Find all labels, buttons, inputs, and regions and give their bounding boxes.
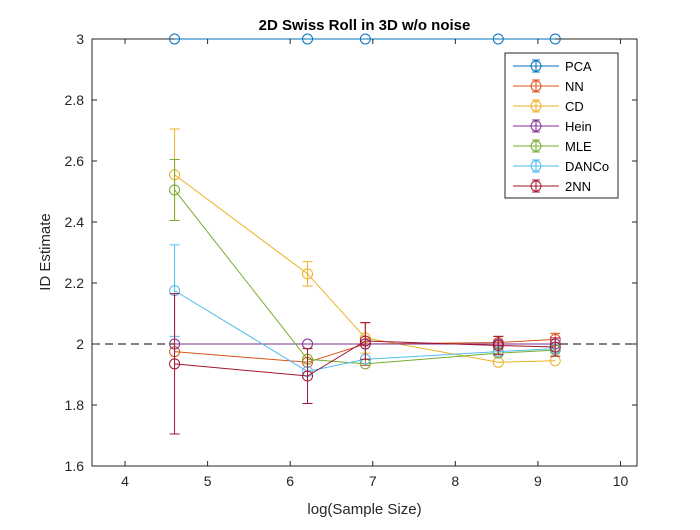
data-point-cd (302, 268, 314, 280)
y-tick-label: 2.6 (65, 153, 85, 169)
legend-marker-danco (530, 160, 542, 172)
legend-label-2nn: 2NN (565, 179, 591, 194)
data-point-pca (549, 33, 561, 45)
x-tick-label: 9 (534, 473, 542, 489)
legend-label-nn: NN (565, 79, 584, 94)
legend-marker-2nn (530, 180, 542, 192)
legend-label-cd: CD (565, 99, 584, 114)
series-2nn (169, 293, 561, 435)
legend-label-hein: Hein (565, 119, 592, 134)
legend-marker-cd (530, 100, 542, 112)
data-point-pca (169, 33, 181, 45)
x-tick-label: 6 (286, 473, 294, 489)
y-tick-label: 2.8 (65, 92, 85, 108)
data-point-2nn (549, 341, 561, 353)
y-axis-label: ID Estimate (37, 213, 54, 291)
chart-title: 2D Swiss Roll in 3D w/o noise (259, 17, 471, 34)
series-pca (169, 33, 561, 45)
data-point-pca (302, 33, 314, 45)
legend-marker-pca (530, 60, 542, 72)
y-tick-label: 2.4 (65, 214, 85, 230)
legend-marker-mle (530, 140, 542, 152)
data-point-pca (359, 33, 371, 45)
series-layer (169, 33, 561, 435)
legend-label-pca: PCA (565, 59, 592, 74)
y-tick-label: 2 (76, 336, 84, 352)
data-point-mle (169, 184, 181, 196)
data-point-2nn (492, 340, 504, 352)
x-tick-label: 7 (369, 473, 377, 489)
y-tick-label: 2.2 (65, 275, 85, 291)
legend-label-mle: MLE (565, 139, 592, 154)
x-tick-label: 10 (613, 473, 629, 489)
y-tick-label: 1.8 (65, 397, 85, 413)
legend-label-danco: DANCo (565, 159, 609, 174)
y-tick-label: 1.6 (65, 458, 85, 474)
x-tick-label: 5 (204, 473, 212, 489)
x-tick-label: 4 (121, 473, 129, 489)
data-point-2nn (359, 335, 371, 347)
data-point-pca (492, 33, 504, 45)
tick-layer: 4 5 6 7 8 9 10 1.6 1.8 2 2.2 2.4 2.6 2.8 3 (65, 31, 637, 489)
data-point-2nn (169, 358, 181, 370)
legend: PCA NN CD Hein MLE DANCo 2NN (504, 52, 619, 199)
data-point-cd (492, 356, 504, 368)
legend-marker-hein (530, 120, 542, 132)
legend-marker-nn (530, 80, 542, 92)
data-point-2nn (302, 370, 314, 382)
x-tick-label: 8 (451, 473, 459, 489)
x-axis-label: log(Sample Size) (307, 501, 421, 518)
y-tick-label: 3 (76, 31, 84, 47)
